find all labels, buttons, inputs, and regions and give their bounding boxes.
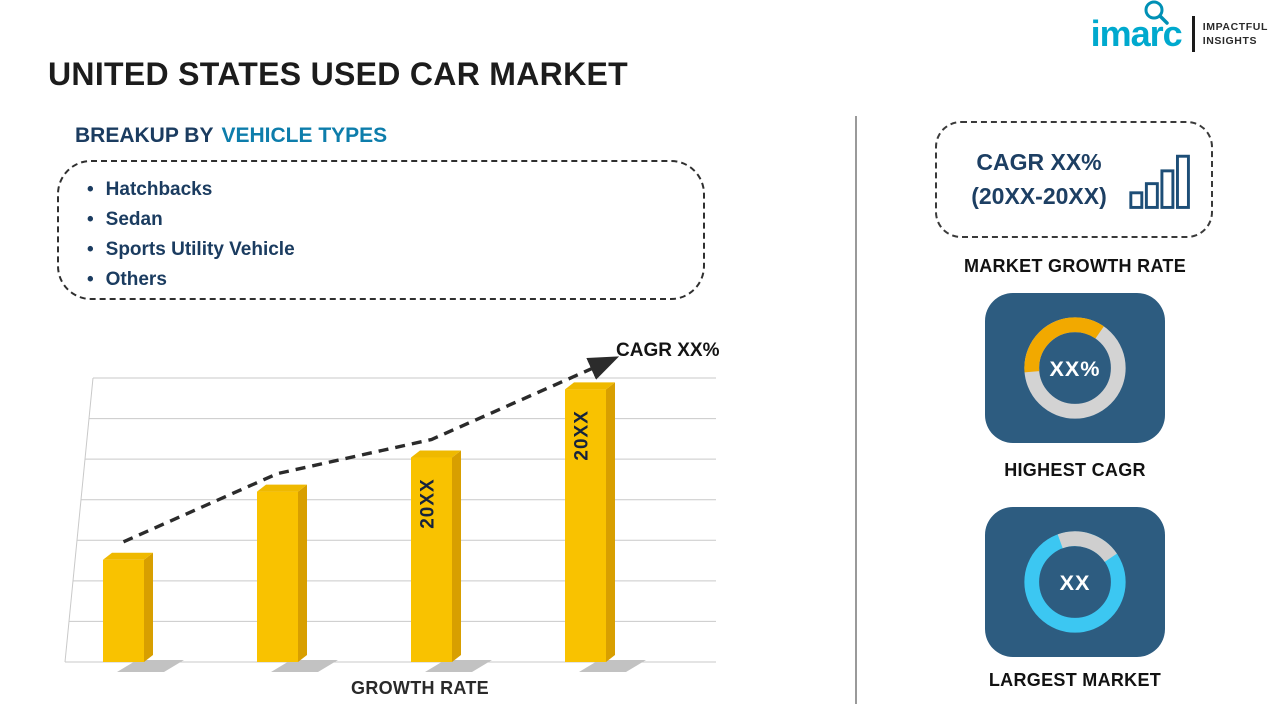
bullet-dot: • bbox=[87, 209, 94, 230]
largest-market-card: XX bbox=[985, 507, 1165, 657]
breakup-item: • Hatchbacks bbox=[87, 175, 703, 205]
breakup-item: • Others bbox=[87, 265, 703, 295]
bullet-dot: • bbox=[87, 179, 94, 200]
breakup-heading-prefix: BREAKUP BY bbox=[75, 124, 214, 147]
logo-tagline-line1: IMPACTFUL bbox=[1202, 20, 1268, 33]
breakup-item-label: Hatchbacks bbox=[105, 179, 213, 200]
bullet-dot: • bbox=[87, 239, 94, 260]
highest-cagr-card: XX% bbox=[985, 293, 1165, 443]
cagr-value-line: CAGR XX% bbox=[976, 149, 1102, 176]
breakup-item: • Sedan bbox=[87, 205, 703, 235]
breakup-item-label: Sedan bbox=[105, 209, 163, 230]
cagr-period-line: (20XX-20XX) bbox=[971, 182, 1107, 209]
donut-chart-largest-market: XX bbox=[1024, 531, 1126, 633]
breakup-item-label: Others bbox=[105, 269, 167, 290]
highest-cagr-label: HIGHEST CAGR bbox=[1004, 460, 1146, 480]
page-title: UNITED STATES USED CAR MARKET bbox=[48, 56, 628, 92]
breakup-item-label: Sports Utility Vehicle bbox=[105, 239, 295, 260]
bar-year-label: 20XX bbox=[572, 410, 593, 460]
breakup-heading-highlight: VEHICLE TYPES bbox=[221, 124, 388, 147]
growth-bar-chart: 20XX 20XX bbox=[64, 356, 716, 672]
breakup-heading: BREAKUP BY VEHICLE TYPES bbox=[75, 124, 387, 148]
cagr-text: CAGR XX% (20XX-20XX) bbox=[961, 146, 1117, 213]
breakup-box: • Hatchbacks • Sedan • Sports Utility Vehicle… bbox=[57, 160, 705, 300]
donut-chart-highest-cagr: XX% bbox=[1024, 317, 1126, 419]
market-growth-rate-label: MARKET GROWTH RATE bbox=[963, 256, 1187, 276]
magnifier-icon bbox=[1144, 0, 1169, 25]
bar-year-label: 20XX bbox=[418, 478, 439, 528]
market-growth-rate-card: CAGR XX% (20XX-20XX) bbox=[935, 121, 1213, 238]
breakup-item: • Sports Utility Vehicle bbox=[87, 235, 703, 265]
section-divider bbox=[855, 116, 857, 704]
trend-line bbox=[122, 356, 620, 544]
highest-cagr-value: XX% bbox=[1049, 356, 1100, 381]
logo-divider bbox=[1191, 16, 1195, 52]
logo-tagline: IMPACTFUL INSIGHTS bbox=[1203, 20, 1268, 48]
bar-chart-icon bbox=[1129, 154, 1190, 209]
chart-x-axis-label: GROWTH RATE bbox=[351, 678, 489, 698]
trend-cagr-label: CAGR XX% bbox=[616, 340, 720, 361]
breakup-list: • Hatchbacks • Sedan • Sports Utility Vehicle… bbox=[87, 175, 703, 295]
largest-market-value: XX bbox=[1060, 570, 1091, 595]
largest-market-label: LARGEST MARKET bbox=[988, 670, 1162, 690]
logo-tagline-line2: INSIGHTS bbox=[1202, 35, 1258, 47]
bullet-dot: • bbox=[87, 269, 94, 290]
imarc-logo: imarc IMPACTFUL INSIGHTS bbox=[1091, 0, 1268, 60]
